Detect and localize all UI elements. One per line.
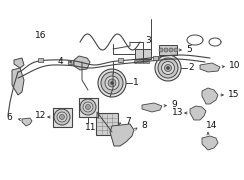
Text: 13: 13 <box>172 107 183 116</box>
Ellipse shape <box>54 109 70 125</box>
Polygon shape <box>202 136 218 150</box>
Ellipse shape <box>164 48 168 52</box>
Polygon shape <box>110 124 134 146</box>
Text: 9: 9 <box>171 100 177 109</box>
Bar <box>135 49 151 59</box>
Text: 3: 3 <box>145 35 151 44</box>
Bar <box>138 60 141 62</box>
Text: 14: 14 <box>206 122 217 130</box>
Ellipse shape <box>98 69 126 97</box>
Text: 1: 1 <box>133 78 139 87</box>
Text: 5: 5 <box>186 44 192 53</box>
Bar <box>79 98 98 116</box>
Text: 2: 2 <box>188 62 194 71</box>
Ellipse shape <box>83 102 93 112</box>
Text: 4: 4 <box>58 57 64 66</box>
Ellipse shape <box>158 58 178 78</box>
Ellipse shape <box>164 64 172 71</box>
Ellipse shape <box>101 72 123 94</box>
Ellipse shape <box>111 82 113 84</box>
Ellipse shape <box>60 114 64 120</box>
Polygon shape <box>14 58 24 68</box>
Ellipse shape <box>162 62 174 75</box>
Text: 8: 8 <box>141 120 147 129</box>
Polygon shape <box>202 88 218 104</box>
Bar <box>38 58 42 62</box>
Bar <box>68 60 72 64</box>
Bar <box>96 113 118 135</box>
Ellipse shape <box>85 105 91 109</box>
Bar <box>133 60 136 62</box>
Ellipse shape <box>57 112 67 122</box>
Polygon shape <box>142 103 162 112</box>
Polygon shape <box>200 63 220 72</box>
Bar <box>159 45 177 55</box>
Text: 6: 6 <box>6 112 12 122</box>
Ellipse shape <box>108 79 116 87</box>
Bar <box>118 58 122 62</box>
Bar <box>142 60 144 62</box>
Text: 16: 16 <box>35 30 47 39</box>
Text: 15: 15 <box>228 89 240 98</box>
Bar <box>145 60 149 62</box>
Ellipse shape <box>80 99 96 115</box>
Bar <box>152 56 157 60</box>
Ellipse shape <box>166 66 170 69</box>
Ellipse shape <box>174 48 178 52</box>
Polygon shape <box>22 118 32 126</box>
Polygon shape <box>190 106 206 120</box>
Ellipse shape <box>169 48 173 52</box>
Polygon shape <box>74 56 90 70</box>
Text: 11: 11 <box>85 123 96 132</box>
Ellipse shape <box>155 55 181 81</box>
Bar <box>52 107 71 127</box>
Text: 7: 7 <box>125 116 131 125</box>
Ellipse shape <box>105 76 119 90</box>
Text: 12: 12 <box>35 111 46 120</box>
Ellipse shape <box>159 48 163 52</box>
Text: 10: 10 <box>229 60 241 69</box>
Polygon shape <box>12 68 24 95</box>
